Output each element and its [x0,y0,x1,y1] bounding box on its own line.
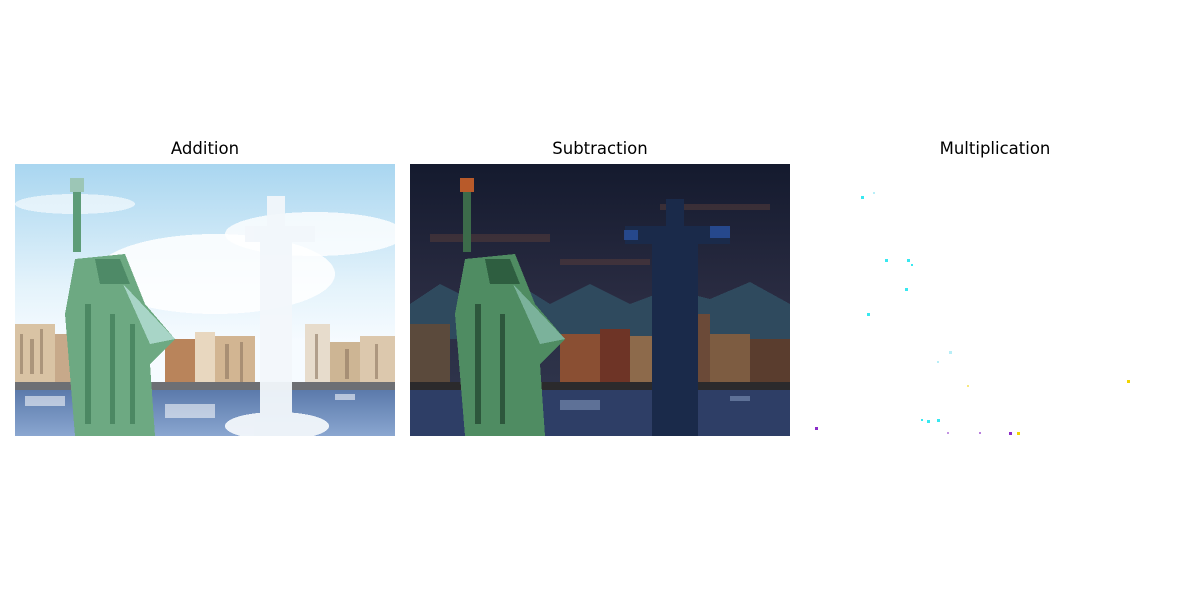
addition-title: Addition [170,139,240,158]
subtraction-title: Subtraction [552,139,648,158]
subtraction-image [410,164,790,436]
multiplication-title: Multiplication [939,139,1051,158]
multiplication-image [805,164,1185,436]
addition-image [15,164,395,436]
